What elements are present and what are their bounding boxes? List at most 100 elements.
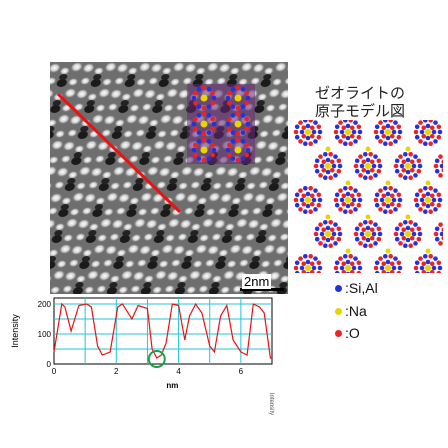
atom: [318, 222, 323, 227]
model-title-line2: 原子モデル図: [315, 102, 406, 120]
atom: [378, 139, 383, 144]
atom: [438, 241, 443, 246]
atom: [361, 227, 367, 233]
atom: [385, 271, 391, 273]
atom: [414, 192, 420, 198]
atom: [193, 152, 198, 158]
atom: [235, 85, 241, 91]
atom: [379, 129, 385, 135]
atom: [311, 197, 317, 203]
atom: [394, 236, 400, 242]
atom: [328, 220, 333, 225]
atom: [196, 87, 202, 92]
atom: [349, 269, 355, 273]
atom: [211, 95, 217, 101]
atom: [368, 175, 373, 180]
atom: [331, 163, 337, 169]
atom: [385, 203, 391, 209]
atom: [313, 207, 318, 212]
atom: [441, 168, 443, 173]
atom: [294, 134, 300, 140]
atom: [433, 139, 438, 144]
x-tick-label: 6: [239, 367, 244, 376]
atom: [206, 87, 212, 92]
scale-bar-label: 2nm: [242, 274, 272, 289]
atom: [356, 270, 362, 273]
atom: [348, 186, 353, 191]
atom: [321, 235, 327, 241]
atom: [328, 243, 333, 248]
atom: [351, 265, 357, 271]
atom: [365, 231, 371, 237]
atom: [303, 141, 308, 146]
atom: [405, 169, 411, 175]
atom: [401, 235, 407, 241]
atom: [319, 231, 325, 237]
atom: [348, 254, 353, 259]
atom: [319, 163, 325, 169]
atom: [381, 261, 387, 267]
atom: [201, 137, 207, 143]
atom: [431, 265, 437, 271]
atom: [353, 231, 359, 237]
y-tick-label: 100: [38, 330, 52, 339]
atom: [318, 154, 323, 159]
atom: [385, 123, 391, 129]
atom: [398, 222, 403, 227]
atom: [425, 259, 431, 265]
atom: [325, 237, 331, 243]
atom: [433, 163, 439, 169]
atom: [369, 235, 375, 241]
atom: [341, 261, 347, 267]
atom: [225, 147, 231, 153]
atom: [305, 203, 311, 209]
atom: [349, 133, 355, 139]
atom: [416, 158, 422, 164]
atom: [338, 188, 343, 193]
atom: [293, 197, 299, 203]
atom: [341, 133, 347, 139]
atom: [333, 173, 338, 178]
atom: [371, 231, 377, 237]
atom: [393, 163, 399, 169]
atom: [244, 116, 249, 122]
atom: [434, 226, 440, 232]
atom: [358, 241, 363, 246]
atom: [201, 131, 207, 137]
atom: [398, 154, 403, 159]
atom: [313, 188, 318, 193]
atom: [428, 209, 433, 214]
atom: [235, 137, 241, 143]
atom: [368, 220, 373, 225]
atom: [416, 236, 422, 242]
atom: [211, 147, 217, 153]
atom: [421, 201, 427, 207]
atom: [381, 201, 387, 207]
atom: [369, 159, 375, 165]
scale-bar: [240, 288, 284, 291]
atom: [374, 134, 380, 140]
atom: [343, 186, 348, 191]
atom: [421, 125, 427, 131]
atom: [230, 104, 236, 109]
atom: [348, 120, 353, 123]
atom: [429, 269, 435, 273]
atom: [383, 209, 388, 214]
atom: [408, 243, 413, 248]
atom: [396, 134, 402, 140]
atom: [403, 220, 408, 225]
atom: [230, 113, 236, 118]
intensity-profile-chart: 0 2 4 6 0 100 200 nm Intensity Intensity: [10, 297, 274, 415]
atom: [299, 197, 305, 203]
y-tick-label: 0: [47, 360, 52, 369]
atom: [245, 121, 251, 127]
y-tick-label: 200: [38, 300, 52, 309]
atom: [206, 139, 212, 144]
atom: [305, 129, 311, 135]
atom: [349, 125, 355, 131]
atom: [240, 156, 246, 161]
atom: [389, 269, 395, 273]
atom: [365, 146, 371, 152]
stem-image: [50, 62, 288, 294]
atom: [201, 85, 207, 91]
